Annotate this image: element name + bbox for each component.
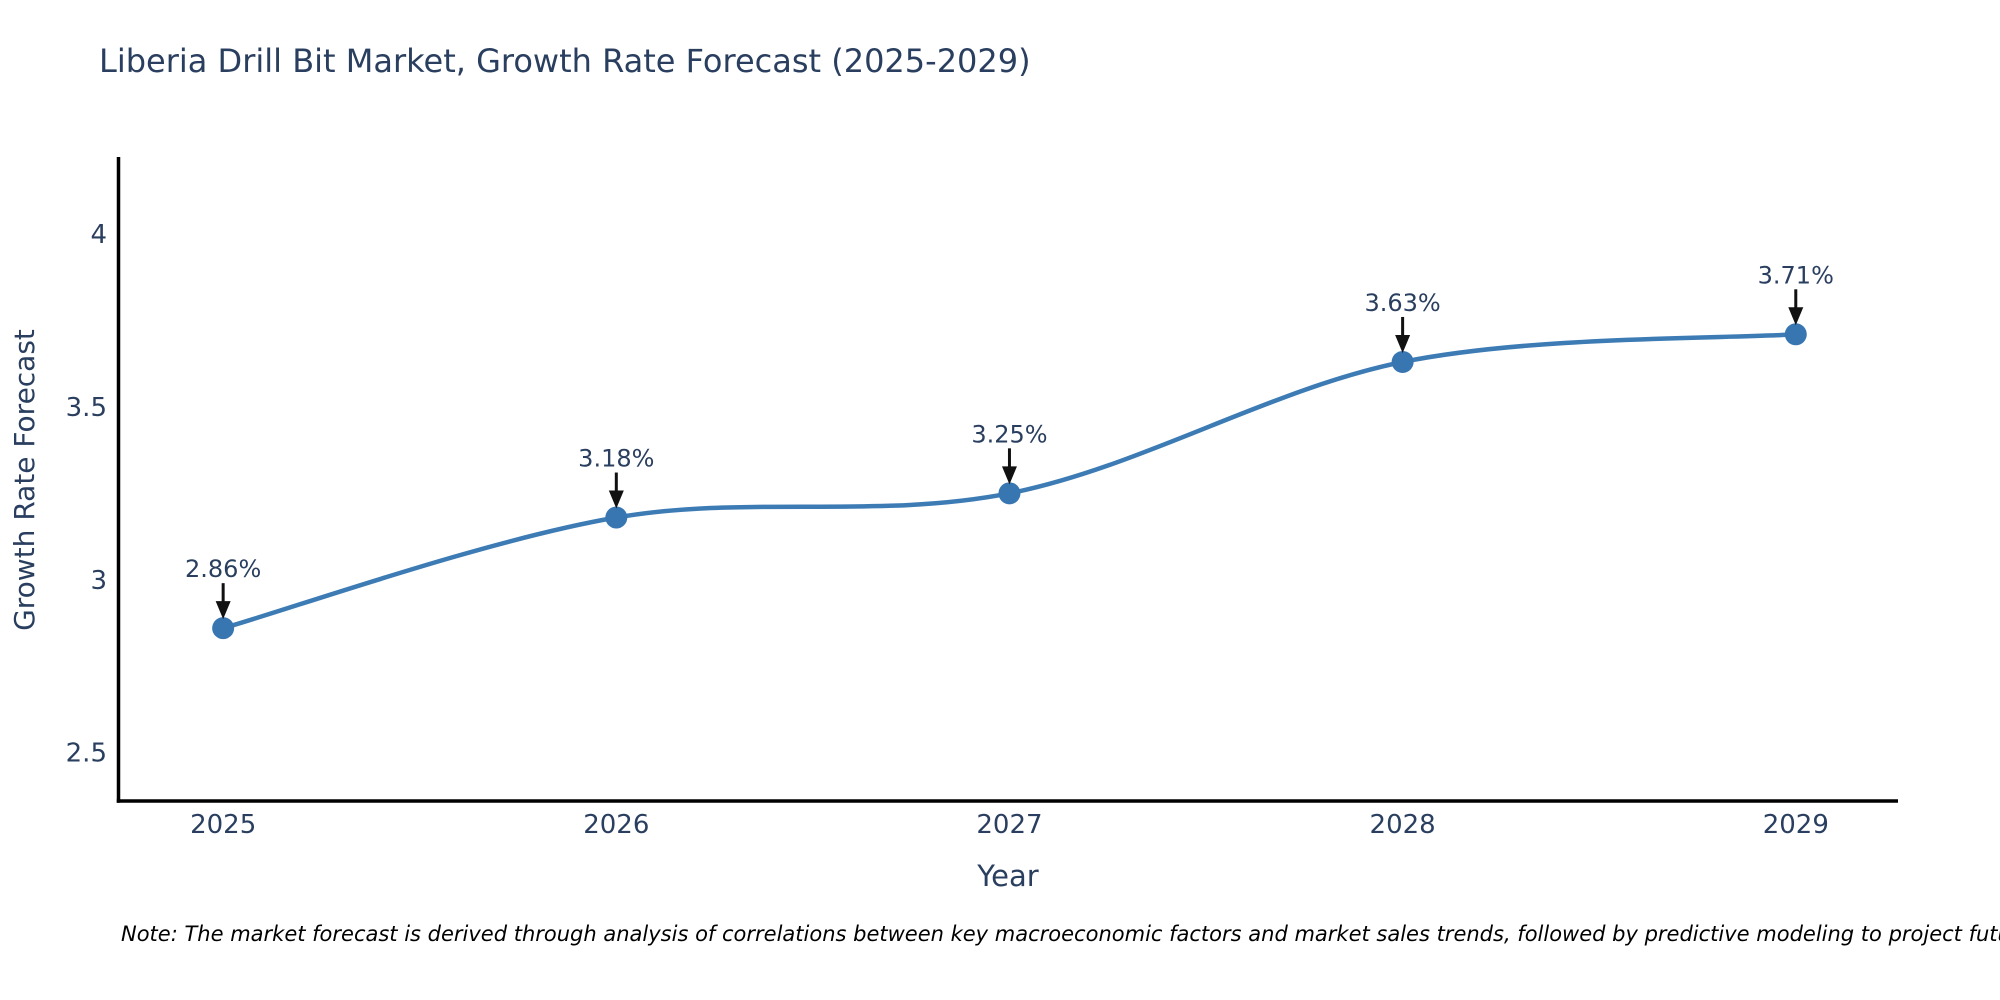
data-point-marker-2027[interactable] — [998, 482, 1021, 505]
data-point-marker-2029[interactable] — [1784, 323, 1807, 346]
x-tick-label: 2025 — [190, 810, 256, 840]
y-tick-labels-group: 2.5 3 3.5 4 — [66, 220, 107, 769]
x-tick-label: 2029 — [1763, 810, 1829, 840]
x-axis-title: Year — [976, 859, 1038, 893]
x-tick-labels-group: 2025 2026 2027 2028 2029 — [190, 810, 1829, 840]
chart-footnote: Note: The market forecast is derived thr… — [121, 922, 2000, 946]
point-annotation-label: 3.18% — [578, 445, 654, 473]
annotation-arrowhead — [1788, 307, 1804, 326]
point-annotation-label: 3.71% — [1758, 261, 1834, 289]
point-annotation-label: 3.63% — [1364, 289, 1440, 317]
chart-title: Liberia Drill Bit Market, Growth Rate Fo… — [99, 42, 1031, 80]
annotation-arrowhead — [1001, 466, 1017, 485]
y-tick-label: 3.5 — [66, 393, 107, 423]
y-tick-label: 4 — [90, 220, 107, 250]
annotations-group: 2.86% 3.18% 3.25% 3.63% 3.71% — [185, 261, 1834, 620]
annotation-arrowhead — [215, 601, 231, 620]
data-point-markers-group — [212, 323, 1807, 640]
x-tick-label: 2027 — [976, 810, 1042, 840]
data-point-marker-2025[interactable] — [212, 617, 235, 640]
y-tick-label: 3 — [90, 566, 107, 596]
point-annotation-label: 3.25% — [971, 420, 1047, 448]
annotation-arrowhead — [608, 490, 624, 509]
y-tick-label: 2.5 — [66, 739, 107, 769]
annotation-arrowhead — [1395, 334, 1411, 353]
data-point-marker-2026[interactable] — [605, 506, 628, 529]
x-tick-label: 2028 — [1370, 810, 1436, 840]
y-axis-title: Growth Rate Forecast — [8, 329, 41, 631]
x-tick-label: 2026 — [583, 810, 649, 840]
point-annotation-label: 2.86% — [185, 555, 261, 583]
data-point-marker-2028[interactable] — [1391, 350, 1414, 373]
